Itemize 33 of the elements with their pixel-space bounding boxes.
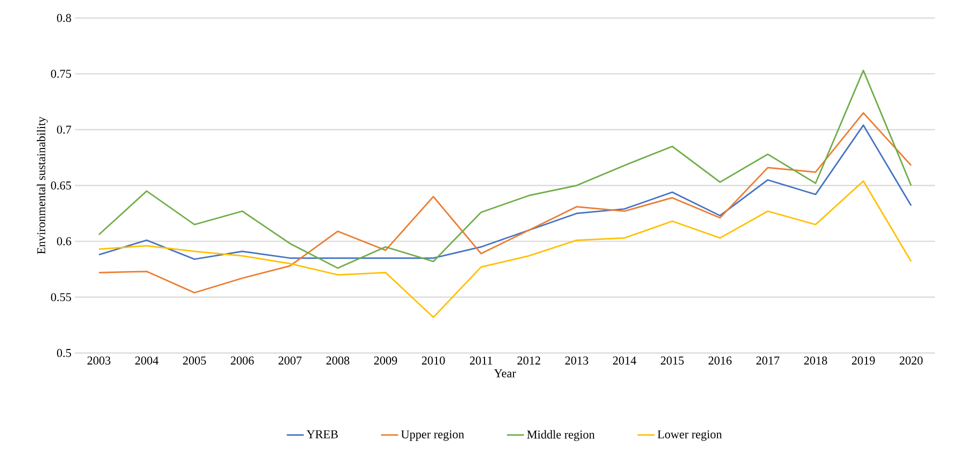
- y-tick-label: 0.6: [57, 237, 72, 246]
- x-tick-label: 2017: [756, 356, 780, 365]
- x-tick-label: 2014: [613, 356, 636, 365]
- line-series: [98, 180, 912, 318]
- x-tick-label: 2008: [326, 356, 350, 365]
- x-tick-label: 2007: [278, 356, 302, 365]
- x-tick-label: 2013: [565, 356, 588, 365]
- x-tick-label: 2003: [87, 356, 110, 365]
- x-tick-label: 2011: [470, 356, 492, 365]
- x-tick-label: 2018: [804, 356, 828, 365]
- legend-label: YREB: [306, 430, 338, 438]
- legend-label: Middle region: [527, 430, 595, 442]
- x-tick-label: 2004: [135, 356, 158, 365]
- y-tick-label: 0.7: [57, 126, 72, 134]
- x-tick-label: 2019: [852, 356, 875, 365]
- y-axis-title: Environmental sustainability: [36, 116, 48, 254]
- x-tick-label: 2016: [708, 356, 732, 365]
- y-tick-label: 0.55: [51, 293, 72, 302]
- y-tick-label: 0.8: [57, 14, 72, 22]
- legend-label: Upper region: [401, 430, 464, 441]
- x-tick-label: 2015: [660, 356, 684, 365]
- x-tick-label: 2012: [517, 356, 540, 365]
- legend-label: Lower region: [658, 430, 722, 441]
- x-tick-label: 2005: [183, 356, 206, 365]
- line-series: [98, 70, 912, 269]
- x-axis-title: Year: [494, 369, 516, 378]
- y-tick-label: 0.5: [57, 348, 72, 358]
- y-tick-label: 0.65: [51, 181, 72, 190]
- x-tick-label: 2009: [374, 356, 398, 365]
- y-tick-label: 0.75: [51, 70, 72, 78]
- x-tick-label: 2020: [900, 356, 923, 365]
- x-tick-label: 2006: [230, 356, 254, 365]
- x-tick-label: 2010: [422, 356, 445, 365]
